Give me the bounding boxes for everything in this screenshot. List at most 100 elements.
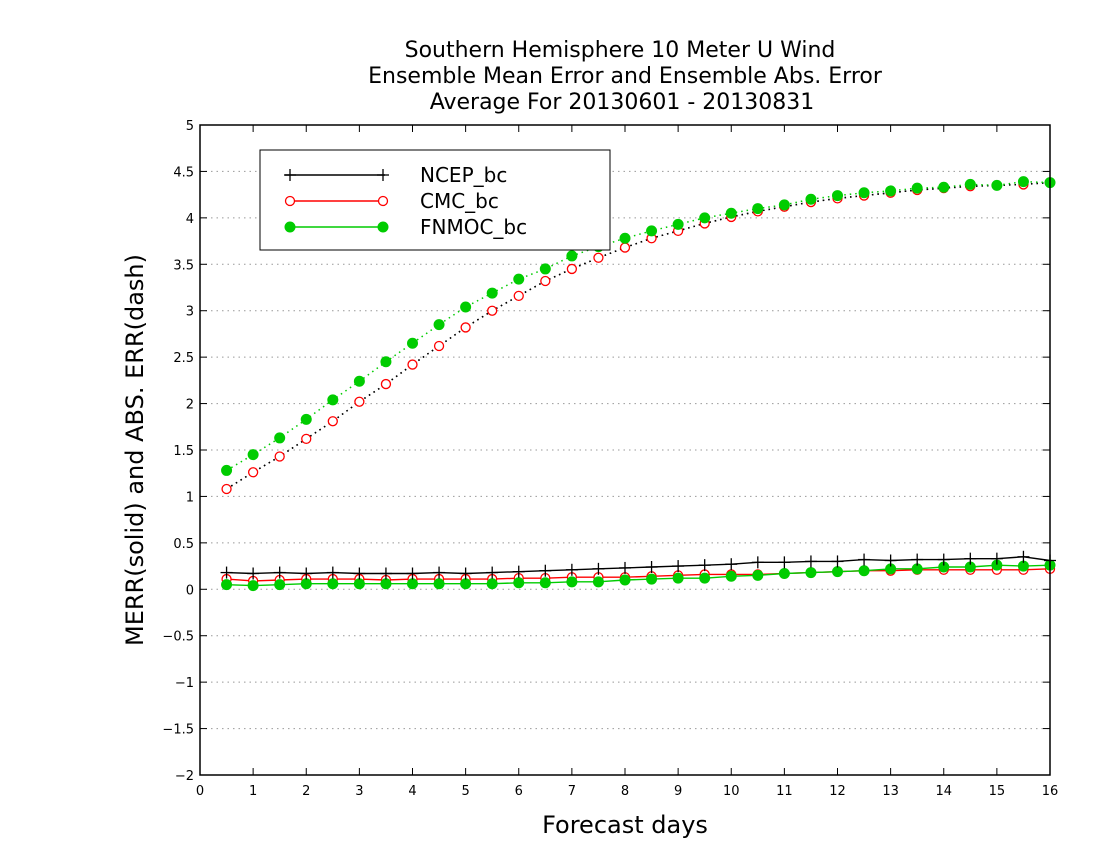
x-tick-label: 1 — [249, 784, 257, 799]
grid — [200, 170, 1050, 730]
merr-point-FNMOC_bc — [486, 578, 498, 590]
x-tick-label: 14 — [935, 784, 952, 799]
x-tick-label: 4 — [408, 784, 416, 799]
abs-err-point-CMC_bc — [540, 275, 551, 287]
merr-point-NCEP_bc — [459, 567, 472, 580]
legend-marker-CMC_bc — [377, 195, 389, 207]
merr-point-NCEP_bc — [804, 555, 817, 568]
merr-point-FNMOC_bc — [699, 572, 711, 584]
abs-err-point-CMC_bc — [487, 305, 498, 316]
chart-title-line-2: Ensemble Mean Error and Ensemble Abs. Er… — [368, 64, 883, 89]
merr-point-FNMOC_bc — [858, 565, 870, 577]
abs-err-point-FNMOC_bc — [433, 319, 445, 331]
abs-err-point-FNMOC_bc — [699, 212, 711, 224]
abs-err-point-FNMOC_bc — [725, 207, 737, 219]
abs-err-point-FNMOC_bc — [991, 179, 1003, 191]
x-tick-label: 16 — [1042, 784, 1059, 799]
abs-err-point-FNMOC_bc — [832, 190, 843, 202]
x-tick-label: 3 — [355, 784, 363, 799]
legend-marker-CMC_bc — [284, 195, 296, 207]
abs-err-point-FNMOC_bc — [327, 394, 339, 406]
merr-point-NCEP_bc — [937, 553, 950, 566]
y-tick-label: −1.5 — [162, 723, 194, 738]
y-tick-label: −1 — [175, 676, 194, 691]
merr-point-NCEP_bc — [645, 561, 658, 573]
abs-err-point-CMC_bc — [274, 451, 285, 462]
merr-point-NCEP_bc — [486, 566, 499, 579]
abs-err-point-FNMOC_bc — [672, 218, 684, 230]
abs-err-point-FNMOC_bc — [805, 193, 817, 205]
merr-point-NCEP_bc — [300, 567, 313, 580]
merr-point-FNMOC_bc — [566, 576, 578, 588]
abs-err-point-CMC_bc — [513, 290, 524, 302]
abs-err-point-FNMOC_bc — [539, 263, 551, 275]
merr-point-NCEP_bc — [619, 561, 631, 574]
series-layer — [220, 176, 1056, 592]
merr-point-NCEP_bc — [406, 567, 419, 580]
y-axis-label: MERR(solid) and ABS. ERR(dash) — [121, 254, 149, 646]
merr-point-NCEP_bc — [831, 555, 844, 568]
y-tick-label: −2 — [175, 769, 194, 784]
y-tick-label: 2 — [186, 398, 194, 413]
merr-point-FNMOC_bc — [353, 578, 365, 590]
x-tick-label: 5 — [461, 784, 469, 799]
x-axis-label: Forecast days — [542, 811, 708, 839]
chart-title: Southern Hemisphere 10 Meter U Wind Ense… — [368, 38, 883, 115]
y-tick-label: 1 — [186, 490, 194, 505]
x-tick-label: 9 — [674, 784, 682, 799]
merr-point-FNMOC_bc — [221, 579, 233, 591]
abs-err-point-FNMOC_bc — [300, 413, 312, 425]
merr-point-FNMOC_bc — [300, 578, 312, 590]
x-tick-label: 6 — [515, 784, 523, 799]
abs-err-point-FNMOC_bc — [247, 449, 259, 461]
x-tick-label: 15 — [989, 784, 1006, 799]
merr-point-NCEP_bc — [911, 553, 924, 566]
merr-point-NCEP_bc — [353, 567, 366, 580]
y-tick-label: 5 — [186, 119, 194, 134]
merr-point-NCEP_bc — [725, 558, 738, 571]
legend-marker-NCEP_bc — [284, 169, 296, 181]
merr-point-NCEP_bc — [273, 566, 286, 579]
merr-point-NCEP_bc — [539, 564, 552, 577]
x-tick-label: 7 — [568, 784, 576, 799]
x-tick-label: 10 — [723, 784, 740, 799]
merr-point-NCEP_bc — [433, 566, 446, 579]
y-axis-ticks: −2 −1.5 −1 −0.5 0 0.5 1 1.5 2 2.5 3 3.5 4 4.5 5 — [162, 119, 1050, 784]
x-tick-label: 8 — [621, 784, 629, 799]
y-tick-label: 2.5 — [173, 351, 194, 366]
chart-title-line-1: Southern Hemisphere 10 Meter U Wind — [405, 38, 836, 63]
abs-err-point-FNMOC_bc — [619, 232, 631, 244]
abs-err-point-FNMOC_bc — [752, 203, 764, 215]
abs-err-point-CMC_bc — [566, 263, 578, 275]
abs-err-point-FNMOC_bc — [407, 337, 418, 349]
abs-err-point-FNMOC_bc — [460, 301, 472, 313]
abs-err-point-FNMOC_bc — [221, 464, 233, 476]
chart-title-line-3: Average For 20130601 - 20130831 — [430, 90, 815, 115]
merr-point-FNMOC_bc — [646, 573, 658, 585]
abs-err-point-CMC_bc — [593, 252, 604, 263]
legend-box — [259, 149, 611, 251]
legend-label-CMC_bc: CMC_bc — [420, 189, 499, 213]
merr-point-NCEP_bc — [1017, 550, 1030, 563]
abs-err-point-CMC_bc — [433, 340, 445, 352]
merr-point-NCEP_bc — [326, 566, 339, 579]
y-tick-label: 0.5 — [173, 537, 194, 552]
merr-point-NCEP_bc — [964, 552, 977, 565]
abs-err-point-CMC_bc — [460, 322, 471, 333]
abs-err-point-CMC_bc — [327, 416, 338, 427]
abs-err-point-CMC_bc — [619, 242, 631, 253]
merr-point-FNMOC_bc — [832, 566, 843, 578]
merr-line-NCEP_bc — [226, 556, 1051, 575]
abs-err-point-FNMOC_bc — [274, 432, 286, 444]
abs-err-point-FNMOC_bc — [1017, 176, 1029, 188]
merr-point-FNMOC_bc — [778, 568, 790, 579]
x-tick-label: 13 — [882, 784, 899, 799]
merr-point-FNMOC_bc — [513, 577, 525, 589]
merr-point-NCEP_bc — [247, 567, 260, 580]
abs-err-point-CMC_bc — [354, 396, 365, 407]
y-tick-label: 0 — [186, 583, 194, 598]
x-axis-ticks: 0 1 2 3 4 5 6 7 8 9 10 11 12 13 14 15 16 — [196, 125, 1058, 799]
abs-err-point-FNMOC_bc — [353, 375, 365, 387]
merr-point-NCEP_bc — [512, 565, 525, 578]
